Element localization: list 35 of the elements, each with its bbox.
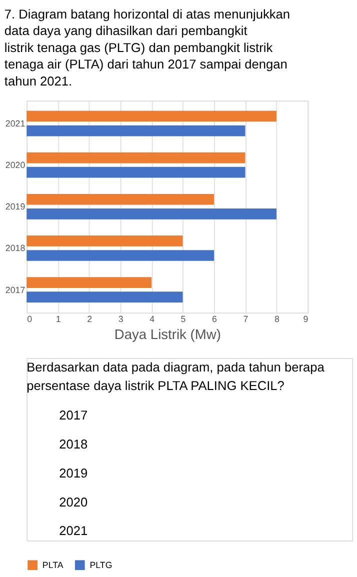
y-tick-label: 2018: [5, 243, 26, 254]
x-tick-label: 1: [56, 314, 61, 324]
x-axis-title: Daya Listrik (Mw): [114, 326, 221, 342]
text: 2019: [59, 465, 88, 480]
y-tick-label: 2021: [5, 118, 26, 128]
x-tick-label: 6: [212, 314, 218, 324]
x-tick-label: 5: [180, 314, 186, 324]
text: 2021: [59, 523, 88, 538]
y-tick-label: 2019: [5, 202, 26, 212]
bar: [26, 194, 214, 205]
bar: [26, 166, 246, 178]
bar: [26, 292, 183, 302]
bar: [26, 125, 246, 136]
bar: [26, 250, 214, 261]
x-tick-label: 8: [274, 314, 280, 324]
legend-label: PLTA: [42, 560, 64, 570]
x-tick-label: 4: [150, 314, 155, 324]
chart-title: 7. Diagram batang horizontal di atas menunjukkan data daya yang dihasilkan dari pembangkit listrik tenaga gas (PLTG) dan pembangkit listrik tenaga air (PLTA) dari tahun 2017 sampai dengan tahun 2021.: [4, 6, 290, 88]
text: 2018: [59, 436, 88, 452]
y-tick-label: 2017: [5, 284, 26, 295]
x-tick-label: 2: [87, 314, 92, 324]
legend-label: PLTG: [90, 560, 112, 570]
x-tick-label: 3: [118, 314, 124, 324]
text: Berdasarkan data pada diagram, pada tahun berapa persentase daya listrik PLTA PALING KECIL?: [26, 359, 326, 393]
x-tick-label: 9: [303, 314, 308, 324]
bar: [26, 277, 152, 288]
bar: [26, 152, 246, 164]
bar: [26, 110, 276, 122]
y-tick-label: 2020: [5, 160, 26, 170]
x-tick-label: 7: [243, 314, 248, 324]
bar: [26, 236, 183, 246]
x-tick-label: 0: [27, 314, 32, 324]
text: 2020: [59, 494, 88, 510]
bar: [26, 208, 276, 220]
text: 2017: [59, 408, 88, 423]
